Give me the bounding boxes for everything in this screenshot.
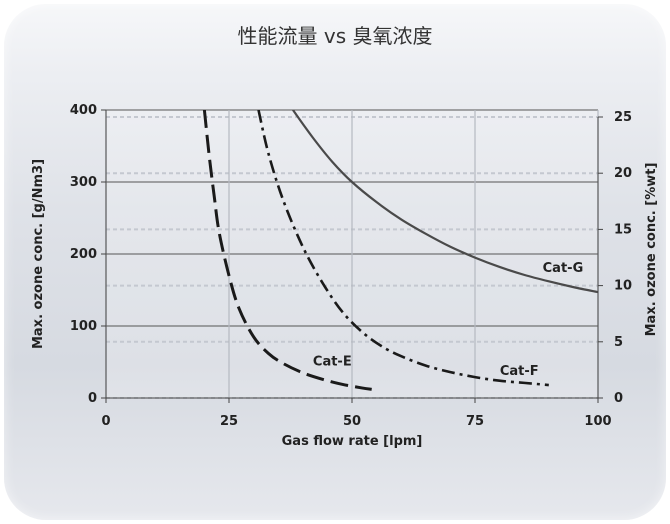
x-tick-label: 0 [101,414,110,429]
y2-tick-label: 20 [614,166,632,181]
y-tick-label: 300 [70,175,97,190]
y-tick-label: 200 [70,247,97,262]
y2-tick-label: 5 [614,335,623,350]
y-axis-title: Max. ozone conc. [g/Nm3] [31,159,46,349]
x-axis-title: Gas flow rate [lpm] [282,434,423,449]
labels-group: Cat-E Cat-F Cat-G [313,261,583,379]
y2-tick-label: 10 [614,279,632,294]
y2-tick-label: 25 [614,110,632,125]
y2-tick-label: 15 [614,222,632,237]
x-tick-label: 75 [466,414,484,429]
series-line-cat-f [257,110,549,387]
series-label-cat-g: Cat-G [543,261,584,276]
series-label-cat-f: Cat-F [500,364,539,379]
series-group [202,110,598,391]
y-tick-label: 400 [70,103,97,118]
series-label-cat-e: Cat-E [313,355,352,370]
series-line-cat-g [292,110,598,294]
chart-title: 性能流量 vs 臭氧浓度 [237,24,433,48]
chart-card [4,4,666,520]
y-tick-label: 100 [70,319,97,334]
y-tick-label: 0 [88,391,97,406]
x-tick-label: 25 [220,414,238,429]
y2-tick-label: 0 [614,391,623,406]
series-line-cat-e [202,110,372,391]
x-tick-label: 50 [343,414,361,429]
x-tick-label: 100 [584,414,611,429]
y2-axis-title: Max. ozone conc. [%wt] [644,163,659,337]
